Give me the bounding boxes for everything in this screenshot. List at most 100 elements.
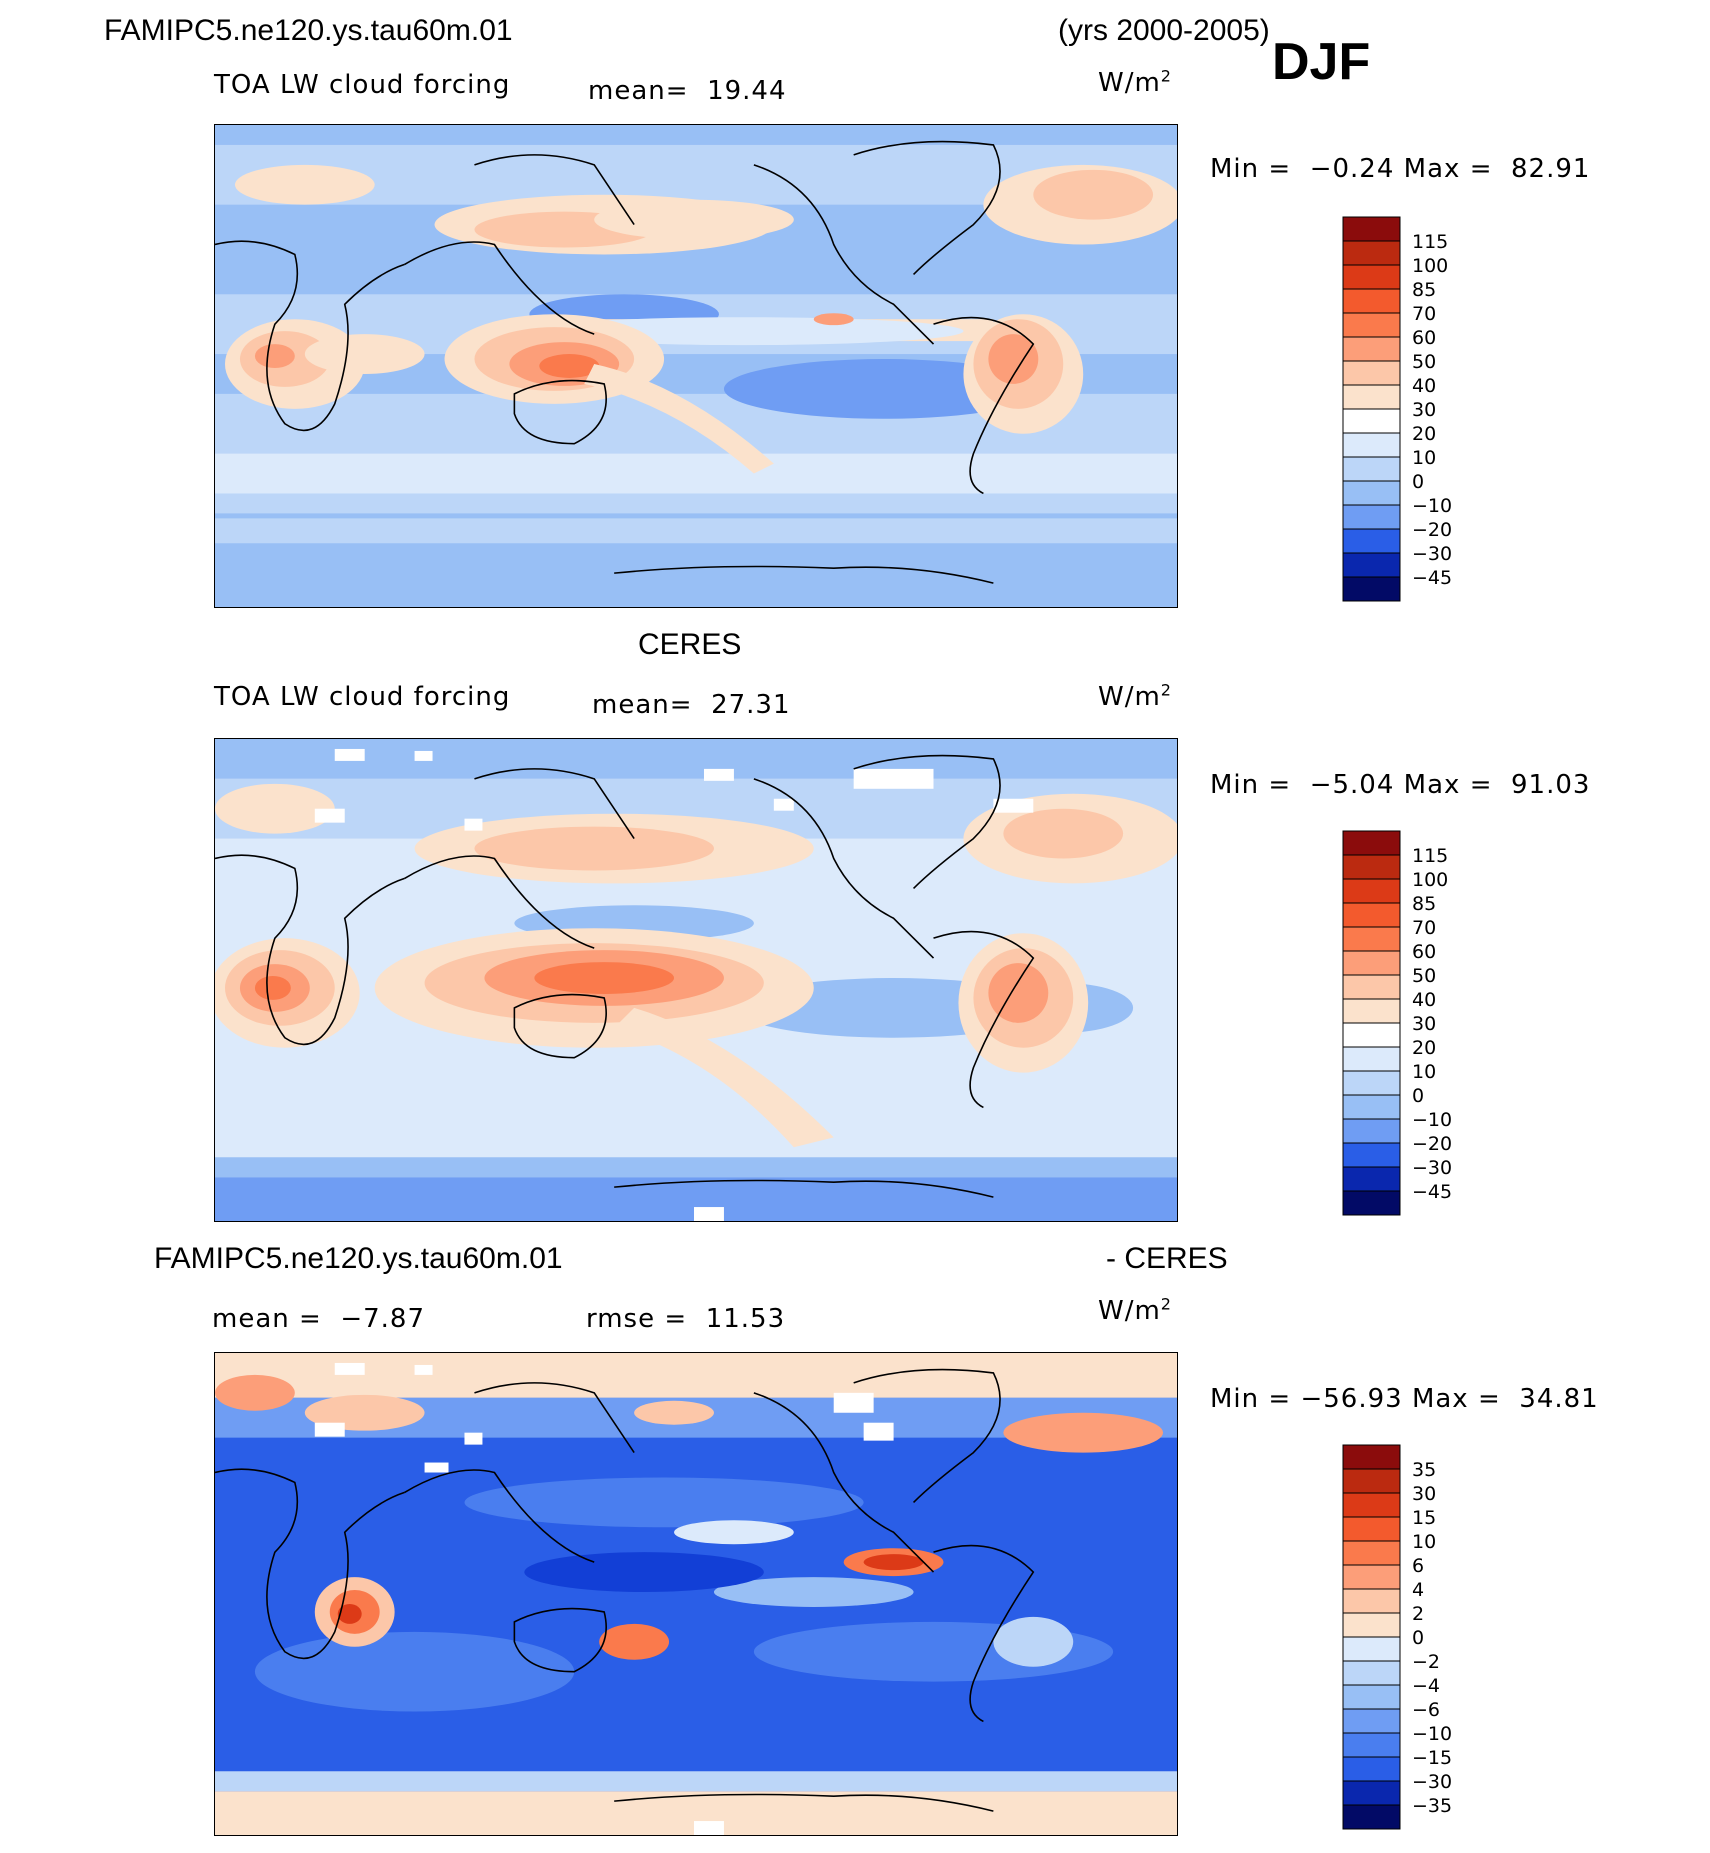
colorbar-tick-label: −4 bbox=[1412, 1675, 1440, 1697]
panel3-minmax: Min = −56.93 Max = 34.81 bbox=[1210, 1384, 1599, 1414]
colorbar-tick-label: 60 bbox=[1412, 327, 1436, 349]
colorbar-swatch bbox=[1342, 336, 1401, 362]
panel1-units: W/m2 bbox=[1098, 66, 1172, 98]
colorbar-tick-label: −45 bbox=[1412, 1181, 1452, 1203]
colorbar-swatch bbox=[1342, 1564, 1401, 1590]
season-label: DJF bbox=[1272, 33, 1371, 91]
panel2-heading: CERES bbox=[638, 628, 742, 661]
panel3-map-svg bbox=[215, 1353, 1177, 1835]
colorbar-swatch bbox=[1342, 1070, 1401, 1096]
colorbar-swatch bbox=[1342, 240, 1401, 266]
colorbar-tick-label: −30 bbox=[1412, 543, 1452, 565]
colorbar-swatch bbox=[1342, 1708, 1401, 1734]
colorbar-swatch bbox=[1342, 1804, 1401, 1830]
colorbar-swatch bbox=[1342, 1540, 1401, 1566]
panel2-title: TOA LW cloud forcing bbox=[214, 682, 511, 712]
panel2-minmax: Min = −5.04 Max = 91.03 bbox=[1210, 770, 1591, 800]
colorbar-tick-label: 40 bbox=[1412, 989, 1436, 1011]
colorbar-tick-label: −10 bbox=[1412, 1723, 1452, 1745]
colorbar-tick-label: 115 bbox=[1412, 231, 1448, 253]
colorbar-swatch bbox=[1342, 288, 1401, 314]
colorbar-tick-label: 30 bbox=[1412, 1013, 1436, 1035]
colorbar-swatch bbox=[1342, 1190, 1401, 1216]
colorbar-swatch bbox=[1342, 408, 1401, 434]
colorbar-tick-label: 50 bbox=[1412, 965, 1436, 987]
colorbar-swatch bbox=[1342, 854, 1401, 880]
colorbar-tick-label: 6 bbox=[1412, 1555, 1424, 1577]
colorbar-tick-label: −30 bbox=[1412, 1771, 1452, 1793]
colorbar-swatch bbox=[1342, 1612, 1401, 1638]
colorbar-swatch bbox=[1342, 1468, 1401, 1494]
colorbar-swatch bbox=[1342, 902, 1401, 928]
colorbar-swatch bbox=[1342, 576, 1401, 602]
colorbar-tick-label: −10 bbox=[1412, 495, 1452, 517]
colorbar-tick-label: 10 bbox=[1412, 1531, 1436, 1553]
colorbar-swatch bbox=[1342, 528, 1401, 554]
colorbar-tick-label: 40 bbox=[1412, 375, 1436, 397]
colorbar-swatch bbox=[1342, 1684, 1401, 1710]
panel3-heading-right: - CERES bbox=[1106, 1242, 1228, 1275]
colorbar-tick-label: 70 bbox=[1412, 917, 1436, 939]
panel3-mean: mean = −7.87 bbox=[212, 1304, 426, 1334]
case-name: FAMIPC5.ne120.ys.tau60m.01 bbox=[104, 14, 513, 47]
panel2-colorbar: 115 100 85 70 60 50 40 30 20 10 0 −10 −20 −30 −45 bbox=[1342, 830, 1452, 1216]
colorbar-swatch bbox=[1342, 1660, 1401, 1686]
colorbar-tick-label: 4 bbox=[1412, 1579, 1424, 1601]
colorbar-tick-label: 30 bbox=[1412, 1483, 1436, 1505]
colorbar-tick-label: 10 bbox=[1412, 1061, 1436, 1083]
colorbar-tick-label: 115 bbox=[1412, 845, 1448, 867]
colorbar-tick-label: −35 bbox=[1412, 1795, 1452, 1817]
colorbar-swatch bbox=[1342, 1516, 1401, 1542]
colorbar-tick-label: 0 bbox=[1412, 1085, 1424, 1107]
colorbar-tick-label: 100 bbox=[1412, 869, 1448, 891]
colorbar-swatch bbox=[1342, 264, 1401, 290]
colorbar-swatch bbox=[1342, 1046, 1401, 1072]
colorbar-swatch bbox=[1342, 878, 1401, 904]
colorbar-tick-label: 85 bbox=[1412, 279, 1436, 301]
panel1-minmax: Min = −0.24 Max = 82.91 bbox=[1210, 154, 1591, 184]
colorbar-tick-label: −20 bbox=[1412, 519, 1452, 541]
colorbar-tick-label: −2 bbox=[1412, 1651, 1440, 1673]
colorbar-swatch bbox=[1342, 1022, 1401, 1048]
colorbar-tick-label: 15 bbox=[1412, 1507, 1436, 1529]
years-label: (yrs 2000-2005) bbox=[1058, 14, 1270, 47]
colorbar-swatch bbox=[1342, 1142, 1401, 1168]
colorbar-swatch bbox=[1342, 480, 1401, 506]
panel2-mean: mean= 27.31 bbox=[592, 690, 791, 720]
colorbar-swatch bbox=[1342, 384, 1401, 410]
colorbar-tick-label: 50 bbox=[1412, 351, 1436, 373]
colorbar-swatch bbox=[1342, 830, 1401, 856]
colorbar-tick-label: 60 bbox=[1412, 941, 1436, 963]
colorbar-swatch bbox=[1342, 504, 1401, 530]
colorbar-tick-label: 20 bbox=[1412, 423, 1436, 445]
colorbar-swatch bbox=[1342, 1492, 1401, 1518]
colorbar-swatch bbox=[1342, 1094, 1401, 1120]
colorbar-swatch bbox=[1342, 1444, 1401, 1470]
panel3-colorbar: 35 30 15 10 6 4 2 0 −2 −4 −6 −10 −15 −30 −35 bbox=[1342, 1444, 1452, 1830]
colorbar-tick-label: 30 bbox=[1412, 399, 1436, 421]
panel1-map-svg bbox=[215, 125, 1177, 607]
colorbar-swatch bbox=[1342, 1166, 1401, 1192]
colorbar-tick-label: −45 bbox=[1412, 567, 1452, 589]
colorbar-swatch bbox=[1342, 974, 1401, 1000]
colorbar-swatch bbox=[1342, 1118, 1401, 1144]
colorbar-swatch bbox=[1342, 1780, 1401, 1806]
colorbar-tick-label: −10 bbox=[1412, 1109, 1452, 1131]
colorbar-swatch bbox=[1342, 456, 1401, 482]
colorbar-tick-label: 85 bbox=[1412, 893, 1436, 915]
panel1-map bbox=[214, 124, 1178, 608]
panel3-heading-left: FAMIPC5.ne120.ys.tau60m.01 bbox=[154, 1242, 563, 1275]
colorbar-tick-label: 70 bbox=[1412, 303, 1436, 325]
panel1-mean: mean= 19.44 bbox=[588, 76, 787, 106]
colorbar-tick-label: 0 bbox=[1412, 471, 1424, 493]
panel1-title: TOA LW cloud forcing bbox=[214, 70, 511, 100]
colorbar-swatch bbox=[1342, 360, 1401, 386]
colorbar-tick-label: 10 bbox=[1412, 447, 1436, 469]
colorbar-tick-label: −30 bbox=[1412, 1157, 1452, 1179]
colorbar-tick-label: 20 bbox=[1412, 1037, 1436, 1059]
panel3-units: W/m2 bbox=[1098, 1294, 1172, 1326]
panel2-units: W/m2 bbox=[1098, 680, 1172, 712]
